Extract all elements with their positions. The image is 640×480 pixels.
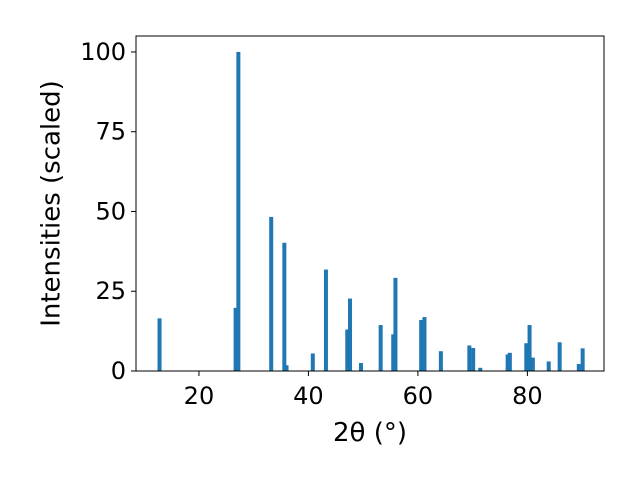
bar [378,325,383,371]
bar [471,348,476,371]
bar [393,277,398,371]
bar [310,353,315,371]
bar [358,363,363,371]
bar [505,354,510,371]
x-tick-label: 60 [403,382,434,410]
x-axis-label: 2θ (°) [333,418,407,448]
bar [282,242,287,371]
bar [348,298,353,371]
bar [576,363,581,371]
bar [530,357,535,371]
y-axis-label: Intensities (scaled) [37,80,67,327]
bar [507,352,512,371]
bar [546,361,551,371]
bar [236,51,241,371]
bar [527,325,532,371]
bar [557,342,562,371]
bar [323,269,328,371]
bar [284,365,289,371]
x-axis: 20 40 60 80 [184,371,543,410]
bar [269,216,274,371]
y-tick-label: 75 [95,118,126,146]
bar [467,345,472,371]
plot-frame [135,35,605,372]
x-tick-label: 40 [293,382,324,410]
x-tick-label: 20 [184,382,215,410]
bar [157,318,162,371]
bar [478,367,483,371]
y-tick-label: 25 [95,277,126,305]
bar [580,348,585,371]
y-tick-label: 0 [111,357,126,385]
bar [524,343,529,371]
bar [233,307,238,371]
bar [438,351,443,371]
bars [157,51,585,371]
bar [422,317,427,371]
y-tick-label: 50 [95,197,126,225]
y-tick-label: 100 [80,38,126,66]
y-axis: 0 25 50 75 100 [80,38,136,385]
bar [345,329,350,371]
x-tick-label: 80 [512,382,543,410]
bar [391,334,396,371]
bar [419,319,424,371]
